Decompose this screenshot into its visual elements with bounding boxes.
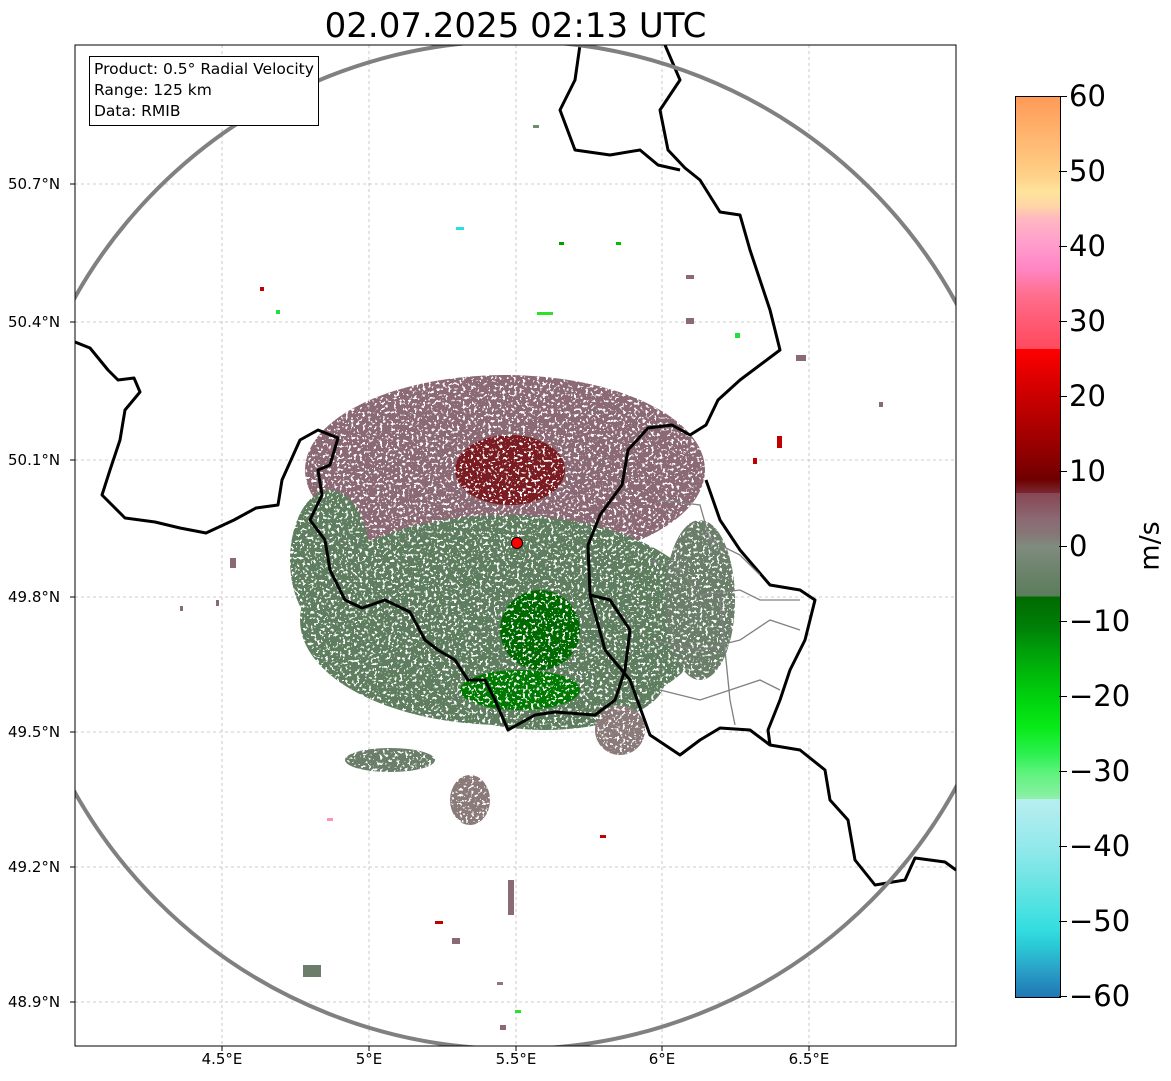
y-tick-label: 50.7°N bbox=[8, 175, 61, 193]
radar-site-marker bbox=[511, 537, 523, 549]
colorbar-tick bbox=[1059, 921, 1067, 922]
plot-title: 02.07.2025 02:13 UTC bbox=[324, 6, 707, 46]
x-tick-label: 6.5°E bbox=[788, 1050, 830, 1068]
y-tick-label: 50.1°N bbox=[8, 451, 61, 469]
y-tick-label: 48.9°N bbox=[8, 993, 61, 1011]
colorbar-tick bbox=[1059, 471, 1067, 472]
colorbar-tick bbox=[1059, 771, 1067, 772]
colorbar-tick-label: −20 bbox=[1069, 679, 1131, 713]
colorbar-tick-label: 40 bbox=[1069, 229, 1106, 263]
colorbar-tick bbox=[1059, 171, 1067, 172]
x-tick-label: 5.5°E bbox=[495, 1050, 537, 1068]
colorbar-tick bbox=[1059, 621, 1067, 622]
colorbar-unit-label: m/s bbox=[1134, 521, 1166, 571]
colorbar-tick bbox=[1059, 546, 1067, 547]
axis-ticks bbox=[70, 183, 810, 1051]
colorbar-tick-label: 20 bbox=[1069, 379, 1106, 413]
colorbar-tick-label: −60 bbox=[1069, 979, 1131, 1013]
colorbar-tick-label: 60 bbox=[1069, 79, 1106, 113]
colorbar-tick-label: 10 bbox=[1069, 454, 1106, 488]
x-tick-label: 6°E bbox=[648, 1050, 676, 1068]
colorbar-tick bbox=[1059, 696, 1067, 697]
colorbar-tick bbox=[1059, 321, 1067, 322]
y-tick-label: 50.4°N bbox=[8, 313, 61, 331]
country-borders bbox=[75, 45, 956, 887]
colorbar-tick-label: −40 bbox=[1069, 829, 1131, 863]
product-info-box: Product: 0.5° Radial Velocity Range: 125… bbox=[89, 56, 319, 126]
admin-borders bbox=[649, 499, 801, 726]
product-label: Product: 0.5° Radial Velocity bbox=[94, 60, 314, 78]
colorbar-tick-label: 50 bbox=[1069, 154, 1106, 188]
colorbar-tick bbox=[1059, 846, 1067, 847]
radar-echoes bbox=[290, 375, 735, 825]
radar-echo-specks bbox=[180, 125, 883, 1030]
colorbar-tick-label: 0 bbox=[1069, 529, 1088, 563]
colorbar-tick-label: 30 bbox=[1069, 304, 1106, 338]
velocity-colorbar bbox=[1015, 96, 1061, 998]
x-tick-label: 5°E bbox=[355, 1050, 383, 1068]
x-tick-label: 4.5°E bbox=[201, 1050, 243, 1068]
y-tick-label: 49.8°N bbox=[8, 588, 61, 606]
data-source-label: Data: RMIB bbox=[94, 102, 181, 120]
colorbar-tick-label: −50 bbox=[1069, 904, 1131, 938]
colorbar-tick-label: −30 bbox=[1069, 754, 1131, 788]
range-label: Range: 125 km bbox=[94, 81, 212, 99]
colorbar-tick bbox=[1059, 246, 1067, 247]
y-tick-label: 49.2°N bbox=[8, 858, 61, 876]
y-tick-label: 49.5°N bbox=[8, 723, 61, 741]
colorbar-tick bbox=[1059, 396, 1067, 397]
colorbar-tick bbox=[1059, 996, 1067, 997]
colorbar-tick bbox=[1059, 96, 1067, 97]
colorbar-tick-label: −10 bbox=[1069, 604, 1131, 638]
